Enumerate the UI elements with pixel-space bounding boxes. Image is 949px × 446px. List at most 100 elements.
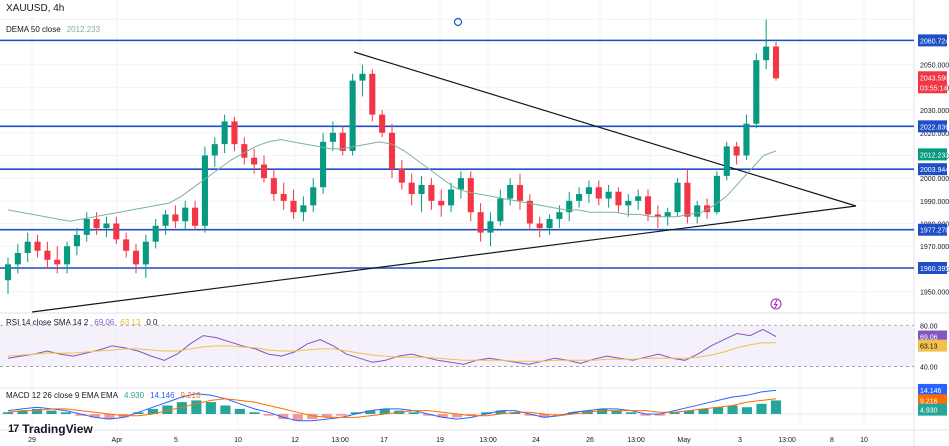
macd-hist-bar — [712, 407, 724, 414]
macd-signal-value: 9.216 — [180, 391, 201, 400]
macd-legend[interactable]: MACD 12 26 close 9 EMA EMA 4.930 14.146 9.2… — [6, 391, 201, 400]
macd-hist-bar — [220, 405, 231, 414]
time-tick: 26 — [586, 437, 594, 444]
price-tick: 1970.000 — [920, 244, 949, 251]
candle-body — [664, 212, 671, 217]
candle-body — [270, 178, 277, 195]
macd-hist-bar — [640, 414, 651, 416]
rsi-pane — [0, 324, 914, 367]
svg-text:69.06: 69.06 — [920, 335, 938, 342]
level-tag-3[interactable]: 1977.270 — [918, 223, 949, 236]
macd-hist-bar — [321, 414, 332, 418]
symbol-title[interactable]: XAUUSD, 4h — [6, 3, 65, 14]
candle-body — [388, 132, 396, 170]
macd-tag[interactable]: 14.146 — [918, 383, 947, 396]
candle-body — [44, 250, 51, 260]
rsi-legend[interactable]: RSI 14 close SMA 14 2 69.06 63.13 0 0 — [6, 318, 157, 327]
time-tick: 13:00 — [778, 437, 796, 444]
candle-body — [694, 205, 701, 217]
price-tick: 2000.000 — [920, 176, 949, 183]
candle-body — [162, 214, 169, 226]
price-tick: 2050.000 — [920, 63, 949, 70]
time-tick: 5 — [174, 437, 178, 444]
candle-body — [546, 218, 553, 229]
candle-body — [241, 144, 248, 158]
triangle-pattern[interactable] — [31, 51, 857, 313]
candle-body — [4, 264, 12, 281]
candle-body — [467, 178, 474, 213]
signal-tag[interactable]: 9.216 — [918, 394, 947, 407]
candle-body — [83, 218, 90, 235]
price-tick: 1990.000 — [920, 199, 949, 206]
alert-icon[interactable] — [770, 298, 782, 310]
candle-body — [34, 241, 41, 251]
svg-text:4.930: 4.930 — [920, 408, 938, 415]
macd-hist-bar — [452, 414, 463, 418]
candle-body — [438, 200, 445, 206]
dema-label: DEMA 50 close — [6, 25, 61, 34]
candle-body — [221, 121, 228, 145]
price-tick: 2020.000 — [920, 131, 949, 138]
price-tick: 1950.000 — [920, 290, 949, 297]
svg-text:03:55:14: 03:55:14 — [920, 85, 947, 92]
svg-text:2022.836: 2022.836 — [920, 124, 949, 131]
rsi-sma-tag[interactable]: 63.13 — [918, 339, 947, 352]
time-tick: 10 — [860, 437, 868, 444]
countdown-tag[interactable]: 03:55:14 — [918, 81, 947, 94]
level-tag-4[interactable]: 1960.395 — [918, 261, 949, 274]
candle-body — [457, 178, 464, 190]
price-axis[interactable]: 2050.0002040.0002030.0002020.0002010.000… — [918, 34, 949, 416]
candle-body — [448, 189, 455, 206]
macd-hist-bar — [611, 410, 622, 414]
macd-line — [7, 389, 777, 422]
time-tick: 29 — [28, 437, 36, 444]
tradingview-logo[interactable]: 17 TradingView — [8, 422, 93, 436]
macd-line-value: 14.146 — [150, 391, 175, 400]
macd-hist-bar — [626, 412, 637, 414]
macd-hist-bar — [60, 412, 72, 414]
macd-hist-bar — [466, 414, 477, 416]
dema-tag[interactable]: 2012.233 — [918, 148, 949, 161]
time-axis[interactable]: 29 Apr 5 10 12 13:00 17 19 13:00 24 26 13:00 May 3 13:… — [28, 437, 868, 444]
macd-hist-bar — [307, 414, 318, 420]
level-tag-1[interactable]: 2022.836 — [918, 120, 949, 133]
line-handle-icon[interactable] — [453, 17, 463, 27]
candle-body — [93, 218, 100, 229]
level-tag-0[interactable]: 2060.724 — [918, 34, 949, 47]
macd-hist-bar — [133, 412, 144, 414]
macd-hist-bar — [336, 414, 347, 416]
level-tag-2[interactable]: 2003.944 — [918, 163, 949, 176]
macd-hist-bar — [104, 414, 115, 420]
lower-trendline[interactable] — [31, 205, 857, 313]
svg-text:2060.724: 2060.724 — [920, 38, 949, 45]
candle-body — [595, 187, 602, 199]
rsi-sma-line — [7, 342, 776, 362]
candle-body — [556, 212, 563, 219]
time-tick: 24 — [532, 437, 540, 444]
hist-tag[interactable]: 4.930 — [918, 403, 947, 416]
candle-body — [54, 259, 61, 265]
macd-hist-bar — [292, 414, 303, 421]
time-tick: 17 — [380, 437, 388, 444]
rsi-tag[interactable]: 69.06 — [918, 330, 947, 343]
macd-hist-bar — [350, 412, 361, 414]
candle-body — [290, 200, 297, 213]
candle-body — [644, 196, 652, 215]
macd-hist-bar — [683, 410, 695, 414]
candle-body — [635, 196, 642, 201]
dema-legend[interactable]: DEMA 50 close 2012.233 — [6, 25, 100, 34]
candle-body — [625, 200, 632, 206]
macd-hist-bar — [669, 412, 680, 414]
candle-body — [743, 123, 750, 156]
candle-body — [497, 198, 504, 222]
horizontal-levels[interactable] — [0, 39, 914, 269]
macd-hist-bar — [510, 412, 521, 414]
candle-body — [398, 169, 405, 183]
candle-body — [211, 144, 218, 156]
candle-body — [260, 164, 268, 179]
current-price-tag[interactable]: 2043.590 — [918, 71, 949, 84]
upper-trendline[interactable] — [353, 51, 857, 207]
macd-hist-bar — [205, 402, 216, 414]
dema-value: 2012.233 — [66, 25, 101, 34]
